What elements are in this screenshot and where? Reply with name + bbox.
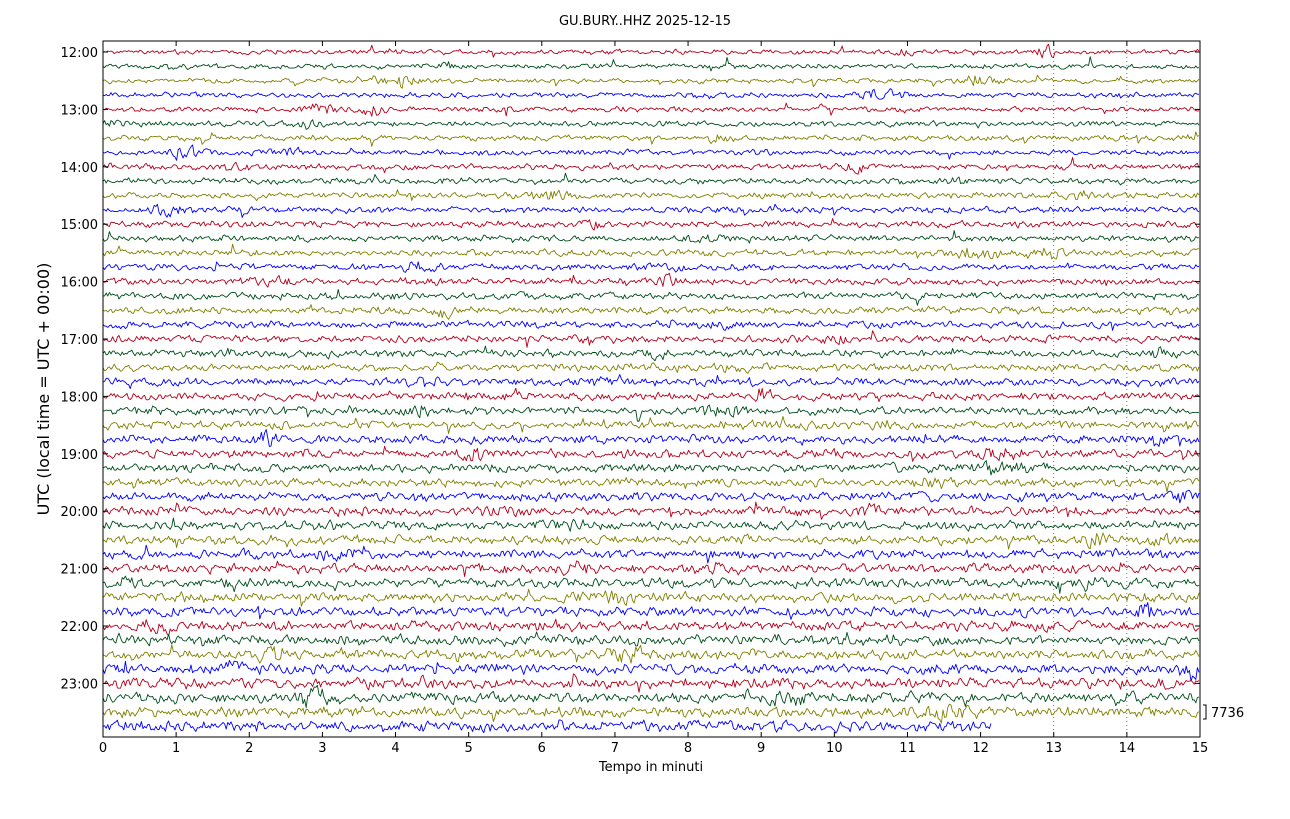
trace-row-38 — [102, 588, 1200, 607]
trace-row-12 — [102, 218, 1200, 231]
trace-row-30 — [102, 476, 1200, 493]
trace-row-45 — [102, 684, 1200, 709]
trace-row-46 — [102, 703, 1200, 724]
y-axis-label: UTC (local time = UTC + 00:00) — [34, 263, 53, 516]
trace-row-44 — [102, 673, 1200, 693]
trace-row-23 — [102, 374, 1200, 390]
plot-frame — [102, 40, 1201, 738]
x-tick-label-13: 13 — [1045, 741, 1062, 756]
scale-value: 7736 — [1211, 706, 1244, 721]
trace-row-4 — [102, 102, 1200, 117]
trace-row-33 — [102, 517, 1200, 532]
trace-row-8 — [102, 156, 1200, 175]
y-tick-label-6: 18:00 — [61, 390, 98, 405]
x-tick-label-1: 1 — [172, 741, 180, 756]
y-tick-label-8: 20:00 — [61, 505, 98, 520]
amplitude-scale-bar: 7736 — [1203, 704, 1244, 721]
y-tick-label-2: 14:00 — [61, 161, 98, 176]
x-tick-label-6: 6 — [538, 741, 546, 756]
trace-row-20 — [102, 330, 1200, 348]
y-tick-label-1: 13:00 — [61, 103, 98, 118]
chart-title: GU.BURY..HHZ 2025-12-15 — [559, 14, 731, 29]
trace-row-13 — [102, 230, 1200, 244]
y-tick-label-7: 19:00 — [61, 448, 98, 463]
y-tick-label-10: 22:00 — [61, 620, 98, 635]
trace-row-39 — [102, 602, 1200, 620]
trace-row-3 — [102, 88, 1200, 100]
trace-row-0 — [102, 43, 1200, 59]
x-tick-label-0: 0 — [99, 741, 107, 756]
y-tick-label-4: 16:00 — [61, 276, 98, 291]
trace-row-26 — [102, 416, 1200, 434]
trace-row-47 — [102, 719, 992, 734]
trace-row-1 — [102, 56, 1200, 72]
y-tick-label-3: 15:00 — [61, 218, 98, 233]
trace-row-28 — [102, 445, 1200, 462]
x-tick-label-5: 5 — [465, 741, 473, 756]
trace-row-34 — [102, 532, 1200, 550]
trace-row-25 — [102, 404, 1200, 422]
x-tick-label-14: 14 — [1119, 741, 1136, 756]
trace-row-15 — [102, 261, 1200, 273]
trace-row-2 — [102, 74, 1200, 89]
trace-row-16 — [102, 272, 1200, 288]
x-tick-label-11: 11 — [899, 741, 916, 756]
x-tick-label-12: 12 — [972, 741, 989, 756]
y-tick-label-11: 23:00 — [61, 677, 98, 692]
y-tick-label-9: 21:00 — [61, 563, 98, 578]
plot-background — [103, 41, 1200, 737]
trace-row-43 — [102, 660, 1200, 682]
trace-row-35 — [102, 544, 1200, 564]
trace-row-22 — [102, 361, 1200, 374]
grid-lines — [1053, 41, 1128, 737]
trace-row-9 — [102, 172, 1200, 186]
trace-row-42 — [102, 644, 1200, 664]
trace-row-31 — [102, 489, 1200, 504]
trace-row-14 — [102, 243, 1200, 260]
trace-row-5 — [102, 119, 1200, 130]
trace-row-32 — [102, 501, 1200, 520]
x-tick-label-9: 9 — [757, 741, 765, 756]
x-tick-label-3: 3 — [318, 741, 326, 756]
trace-row-41 — [102, 631, 1200, 648]
x-tick-label-15: 15 — [1192, 741, 1209, 756]
trace-row-29 — [102, 460, 1200, 476]
trace-row-10 — [102, 189, 1200, 202]
x-tick-label-8: 8 — [684, 741, 692, 756]
trace-row-40 — [102, 618, 1200, 637]
trace-row-11 — [102, 203, 1200, 218]
trace-row-17 — [103, 289, 1200, 306]
x-axis-ticks: 0 1 2 3 4 5 6 7 8 9 10 11 12 13 14 15 — [99, 41, 1208, 756]
trace-row-21 — [102, 345, 1200, 362]
trace-row-6 — [102, 131, 1200, 147]
y-tick-label-5: 17:00 — [61, 333, 98, 348]
trace-row-36 — [102, 560, 1200, 577]
trace-row-7 — [102, 144, 1200, 161]
x-tick-label-10: 10 — [826, 741, 843, 756]
x-tick-label-2: 2 — [245, 741, 253, 756]
seismic-traces — [102, 43, 1200, 734]
x-tick-label-7: 7 — [611, 741, 619, 756]
y-axis-ticks: 12:00 13:00 14:00 15:00 16:00 17:00 18:00 19:00… — [61, 46, 1200, 692]
trace-row-18 — [102, 304, 1200, 320]
trace-row-27 — [102, 429, 1200, 448]
x-axis-label: Tempo in minuti — [598, 760, 703, 775]
trace-row-37 — [102, 575, 1200, 594]
y-tick-label-0: 12:00 — [61, 46, 98, 61]
trace-row-19 — [102, 319, 1200, 331]
x-tick-label-4: 4 — [391, 741, 399, 756]
trace-row-24 — [102, 387, 1200, 403]
